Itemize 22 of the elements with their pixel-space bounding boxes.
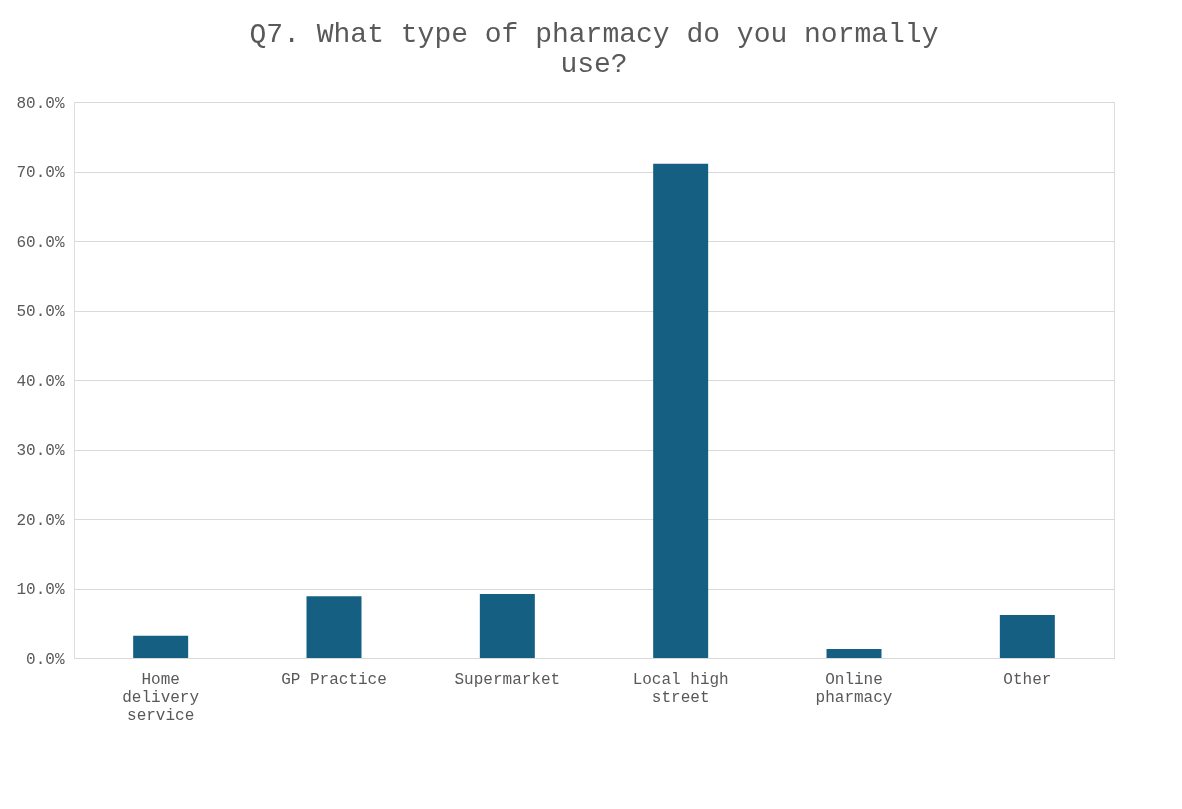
x-tick-label: Other <box>1003 670 1052 689</box>
bar <box>826 648 882 658</box>
x-tick-label: GP Practice <box>281 670 387 689</box>
bar <box>999 614 1055 658</box>
y-tick-label: 30.0% <box>16 442 65 460</box>
chart-title: Q7. What type of pharmacy do you normally use? <box>249 19 939 80</box>
bar <box>653 163 709 658</box>
y-tick-label: 10.0% <box>16 581 65 599</box>
y-tick-label: 20.0% <box>16 511 65 530</box>
x-tick-label: Online pharmacy <box>815 670 893 707</box>
y-tick-label: 50.0% <box>16 303 65 321</box>
x-tick-label: Home delivery service <box>122 670 200 725</box>
x-tick-label: Local high street <box>632 670 729 707</box>
y-tick-label: 60.0% <box>16 233 65 252</box>
y-tick-label: 70.0% <box>16 164 65 182</box>
bar <box>306 596 362 658</box>
y-tick-label: 80.0% <box>16 94 65 113</box>
y-tick-label: 40.0% <box>16 372 65 391</box>
bar <box>133 635 189 658</box>
x-tick-label: Supermarket <box>454 670 561 689</box>
y-tick-label: 0.0% <box>26 650 65 669</box>
bar <box>479 594 535 658</box>
